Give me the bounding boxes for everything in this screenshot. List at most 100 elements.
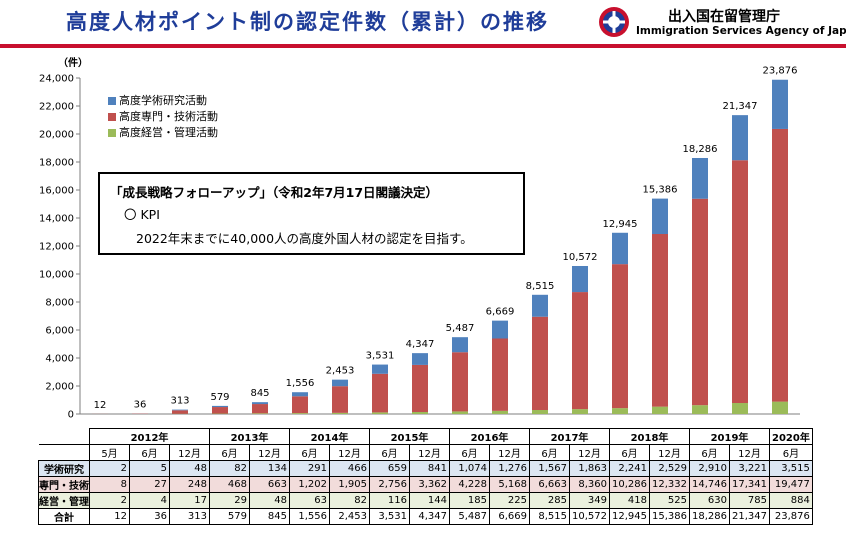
table-corner bbox=[38, 428, 90, 445]
table-cell: 6,663 bbox=[529, 476, 570, 493]
bar-technical bbox=[292, 396, 308, 414]
bar-management bbox=[292, 413, 308, 414]
table-cell: 630 bbox=[689, 492, 730, 509]
total-label: 845 bbox=[250, 388, 269, 399]
total-label: 23,876 bbox=[763, 66, 798, 77]
table-cell: 3,515 bbox=[769, 460, 813, 477]
kpi-heading: 「成長戦略フォローアップ」（令和2年7月17日閣議決定） bbox=[110, 185, 439, 200]
table-cell: 285 bbox=[529, 492, 570, 509]
total-label: 3,531 bbox=[366, 351, 395, 362]
table-year-header: 2019年 bbox=[689, 428, 770, 445]
table-cell: 2,910 bbox=[689, 460, 730, 477]
table-year-header: 2016年 bbox=[449, 428, 530, 445]
table-cell: 17 bbox=[169, 492, 210, 509]
table-cell: 15,386 bbox=[649, 508, 690, 525]
bar-technical bbox=[692, 198, 708, 406]
y-tick-label: 8,000 bbox=[45, 298, 74, 309]
bar-academic bbox=[212, 405, 228, 408]
table-cell: 48 bbox=[169, 460, 210, 477]
bar-technical bbox=[732, 160, 748, 404]
bar-academic bbox=[772, 79, 788, 129]
bars bbox=[92, 79, 788, 414]
stacked-bar-chart: （件） 0 2,000 4,000 6,000 8,000 10,000 12,000 14,0… bbox=[39, 56, 800, 421]
total-label: 2,453 bbox=[326, 366, 355, 377]
table-year-header: 2015年 bbox=[369, 428, 450, 445]
table-cell: 3,362 bbox=[409, 476, 450, 493]
bar-technical bbox=[652, 234, 668, 407]
table-cell: 1,567 bbox=[529, 460, 570, 477]
y-tick-label: 18,000 bbox=[39, 158, 74, 169]
y-tick-label: 0 bbox=[68, 410, 74, 421]
bar-management bbox=[452, 411, 468, 414]
table-cell: 23,876 bbox=[769, 508, 813, 525]
table-year-header: 2020年 bbox=[769, 428, 813, 445]
table-month-header: 12月 bbox=[169, 444, 210, 461]
total-label: 36 bbox=[134, 399, 147, 410]
table-cell: 8,360 bbox=[569, 476, 610, 493]
table-cell: 116 bbox=[369, 492, 410, 509]
table-row: 専門・技術 8 27 248 468 663 1,202 1,905 2,756 3,362 4,2… bbox=[38, 476, 813, 493]
y-axis: （件） 0 2,000 4,000 6,000 8,000 10,000 12,000 14,0… bbox=[39, 56, 800, 421]
table-year-header: 2017年 bbox=[529, 428, 610, 445]
table-month-header: 6月 bbox=[209, 444, 250, 461]
agency-emblem-icon bbox=[599, 7, 629, 37]
bar-management bbox=[692, 405, 708, 414]
table-cell: 1,276 bbox=[489, 460, 530, 477]
bar-management bbox=[252, 413, 268, 414]
table-cell: 3,531 bbox=[369, 508, 410, 525]
legend-label: 高度専門・技術活動 bbox=[119, 110, 218, 123]
kpi-text: 2022年末までに40,000人の高度外国人材の認定を目指す。 bbox=[136, 231, 473, 246]
table-cell: 36 bbox=[129, 508, 170, 525]
table-cell: 19,477 bbox=[769, 476, 813, 493]
table-cell: 12,332 bbox=[649, 476, 690, 493]
table-cell: 1,863 bbox=[569, 460, 610, 477]
table-cell: 248 bbox=[169, 476, 210, 493]
bar-academic bbox=[652, 198, 668, 235]
table-year-header: 2014年 bbox=[289, 428, 370, 445]
table-cell: 27 bbox=[129, 476, 170, 493]
bar-management bbox=[772, 401, 788, 414]
table-cell: 144 bbox=[409, 492, 450, 509]
bar-technical bbox=[532, 316, 548, 411]
table-cell: 663 bbox=[249, 476, 290, 493]
bar-management bbox=[732, 403, 748, 414]
legend-swatch bbox=[108, 113, 116, 121]
table-month-header: 6月 bbox=[609, 444, 650, 461]
y-tick-label: 14,000 bbox=[39, 214, 74, 225]
total-label: 15,386 bbox=[643, 185, 678, 196]
table-cell: 579 bbox=[209, 508, 250, 525]
table-row: 合計 12 36 313 579 845 1,556 2,453 3,531 4,347 5,487… bbox=[38, 508, 813, 525]
table-cell: 4 bbox=[129, 492, 170, 509]
total-label: 18,286 bbox=[683, 144, 718, 155]
bar-technical bbox=[492, 338, 508, 411]
total-label: 21,347 bbox=[723, 101, 758, 112]
bar-management bbox=[652, 406, 668, 414]
bar-technical bbox=[332, 386, 348, 413]
bar-technical bbox=[412, 364, 428, 412]
legend-item-management: 高度経営・管理活動 bbox=[108, 125, 218, 141]
bar-technical bbox=[372, 373, 388, 413]
table-year-header: 2012年 bbox=[89, 428, 210, 445]
y-tick-label: 4,000 bbox=[45, 354, 74, 365]
bar-management bbox=[572, 409, 588, 414]
y-tick-label: 6,000 bbox=[45, 326, 74, 337]
legend-item-academic: 高度学術研究活動 bbox=[108, 93, 218, 109]
total-label: 8,515 bbox=[526, 281, 555, 292]
table-cell: 18,286 bbox=[689, 508, 730, 525]
total-label: 12 bbox=[94, 400, 107, 411]
bar-technical bbox=[172, 410, 188, 414]
bar-academic bbox=[292, 392, 308, 397]
table-cell: 1,202 bbox=[289, 476, 330, 493]
agency-name-jp: 出入国在留管理庁 bbox=[668, 9, 780, 25]
table-cell: 8 bbox=[89, 476, 130, 493]
table-cell: 291 bbox=[289, 460, 330, 477]
data-table: 2012年 2013年 2014年 2015年 2016年 2017年 2018年 2019年… bbox=[38, 428, 813, 525]
y-tick-label: 10,000 bbox=[39, 270, 74, 281]
table-cell: 884 bbox=[769, 492, 813, 509]
table-cell: 29 bbox=[209, 492, 250, 509]
table-month-header: 6月 bbox=[529, 444, 570, 461]
table-cell: 82 bbox=[209, 460, 250, 477]
table-cell: 525 bbox=[649, 492, 690, 509]
y-tick-label: 16,000 bbox=[39, 186, 74, 197]
kpi-box: 「成長戦略フォローアップ」（令和2年7月17日閣議決定） 〇 KPI 2022年… bbox=[98, 172, 525, 255]
